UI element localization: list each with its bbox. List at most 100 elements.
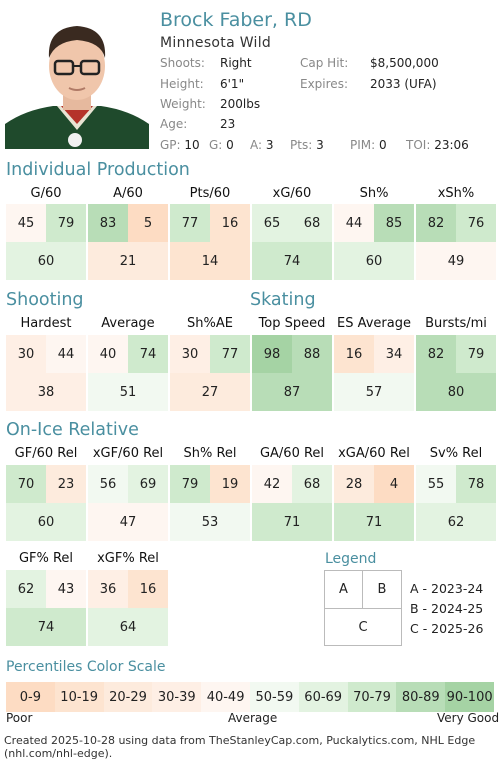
stat-toi: TOI: 23:06 (406, 138, 469, 152)
percentile-cell-a: 70 (6, 465, 46, 503)
percentile-cell-b: 16 (210, 204, 250, 242)
caphit-label: Cap Hit: (300, 56, 349, 70)
metric-label-xg-60: xG/60 (272, 186, 312, 201)
percentile-cell-b: 79 (456, 335, 496, 373)
metric-label-shpctae: Sh%AE (187, 316, 233, 331)
metric-label-hardest: Hardest (20, 316, 72, 331)
percentile-cell-a: 16 (334, 335, 374, 373)
metric-card-xgf-60-rel: 56 69 47 (88, 465, 168, 541)
percentile-cell-a: 28 (334, 465, 374, 503)
stat-g: G: 0 (209, 138, 234, 152)
expires-value: 2033 (UFA) (370, 77, 437, 91)
percentile-cell-c: 47 (88, 503, 168, 541)
metric-label-svpct-rel: Sv% Rel (429, 446, 483, 461)
metric-card-top-speed: 98 88 87 (252, 335, 332, 411)
percentile-cell-a: 77 (170, 204, 210, 242)
shoots-label: Shoots: (160, 56, 205, 70)
percentile-cell-b: 16 (128, 570, 168, 608)
metric-card-shpct-rel: 79 19 53 (170, 465, 250, 541)
percentile-cell-a: 65 (252, 204, 292, 242)
expires-label: Expires: (300, 77, 348, 91)
scale-bucket-70-79: 70-79 (347, 682, 397, 712)
metric-card-xg-60: 65 68 74 (252, 204, 332, 280)
metric-label-ga-60-rel: GA/60 Rel (259, 446, 325, 461)
metric-label-a-60: A/60 (113, 186, 143, 201)
legend-title: Legend (325, 551, 377, 567)
percentile-cell-c: 14 (170, 242, 250, 280)
metric-label-top-speed: Top Speed (258, 316, 326, 331)
metric-label-xgf-60-rel: xGF/60 Rel (92, 446, 164, 461)
metric-card-svpct-rel: 55 78 62 (416, 465, 496, 541)
percentile-cell-b: 78 (456, 465, 496, 503)
percentile-cell-c: 60 (334, 242, 414, 280)
metric-card-bursts-mi: 82 79 80 (416, 335, 496, 411)
metric-label-gfpct-rel: GF% Rel (18, 551, 74, 566)
legend-c-desc: C - 2025-26 (410, 621, 484, 636)
scale-bucket-80-89: 80-89 (396, 682, 446, 712)
percentile-cell-c: 80 (416, 373, 496, 411)
percentile-cell-b: 44 (46, 335, 86, 373)
section-skating: Skating (250, 290, 316, 310)
percentile-cell-c: 60 (6, 503, 86, 541)
legend-cell-a: A (325, 571, 363, 609)
percentile-cell-c: 71 (334, 503, 414, 541)
metric-label-shpct: Sh% (359, 186, 389, 201)
metric-card-es-average: 16 34 57 (334, 335, 414, 411)
scale-poor-label: Poor (6, 711, 33, 725)
percentile-cell-a: 83 (88, 204, 128, 242)
age-value: 23 (220, 117, 236, 131)
metric-label-g-60: G/60 (30, 186, 62, 201)
percentile-cell-a: 56 (88, 465, 128, 503)
percentile-cell-c: 21 (88, 242, 168, 280)
metric-card-gfpct-rel: 62 43 74 (6, 570, 86, 646)
stat-pim: PIM: 0 (350, 138, 387, 152)
metric-card-g-60: 45 79 60 (6, 204, 86, 280)
stat-pts: Pts: 3 (290, 138, 324, 152)
scale-bucket-60-69: 60-69 (298, 682, 348, 712)
legend-cell-b: B (363, 571, 401, 609)
percentile-cell-a: 62 (6, 570, 46, 608)
percentile-cell-c: 27 (170, 373, 250, 411)
percentile-cell-c: 51 (88, 373, 168, 411)
percentile-cell-a: 36 (88, 570, 128, 608)
percentile-cell-a: 40 (88, 335, 128, 373)
metric-label-bursts-mi: Bursts/mi (425, 316, 487, 331)
metric-card-xga-60-rel: 28 4 71 (334, 465, 414, 541)
percentile-cell-a: 98 (252, 335, 292, 373)
metric-card-shpctae: 30 77 27 (170, 335, 250, 411)
percentile-cell-b: 74 (128, 335, 168, 373)
percentile-cell-b: 77 (210, 335, 250, 373)
percentile-cell-c: 49 (416, 242, 496, 280)
percentile-cell-c: 74 (252, 242, 332, 280)
metric-label-xgfpct-rel: xGF% Rel (97, 551, 159, 566)
color-scale-title: Percentiles Color Scale (6, 659, 166, 675)
percentile-cell-b: 88 (292, 335, 332, 373)
footer-credits: Created 2025-10-28 using data from TheSt… (4, 734, 476, 760)
percentile-cell-b: 43 (46, 570, 86, 608)
metric-label-gf-60-rel: GF/60 Rel (14, 446, 78, 461)
metric-card-xgfpct-rel: 36 16 64 (88, 570, 168, 646)
percentile-cell-b: 85 (374, 204, 414, 242)
height-label: Height: (160, 77, 204, 91)
metric-card-gf-60-rel: 70 23 60 (6, 465, 86, 541)
metric-card-pts-60: 77 16 14 (170, 204, 250, 280)
percentile-cell-a: 30 (170, 335, 210, 373)
scale-bucket-50-59: 50-59 (250, 682, 299, 712)
metric-card-ga-60-rel: 42 68 71 (252, 465, 332, 541)
weight-label: Weight: (160, 97, 206, 111)
legend-b-desc: B - 2024-25 (410, 601, 484, 616)
metric-label-average: Average (101, 316, 155, 331)
metric-label-es-average: ES Average (337, 316, 411, 331)
percentile-cell-c: 38 (6, 373, 86, 411)
scale-bucket-20-29: 20-29 (103, 682, 153, 712)
percentile-cell-a: 79 (170, 465, 210, 503)
percentile-cell-b: 23 (46, 465, 86, 503)
percentile-cell-c: 64 (88, 608, 168, 646)
scale-bucket-90-100: 90-100 (445, 682, 494, 712)
scale-very-good-label: Very Good (437, 711, 500, 725)
season-statline: GP: 10 G: 0 A: 3 Pts: 3 PIM: 0 TOI: 23:0… (160, 138, 500, 154)
section-shooting: Shooting (6, 290, 84, 310)
percentile-cell-b: 76 (456, 204, 496, 242)
age-label: Age: (160, 117, 188, 131)
percentile-cell-c: 60 (6, 242, 86, 280)
